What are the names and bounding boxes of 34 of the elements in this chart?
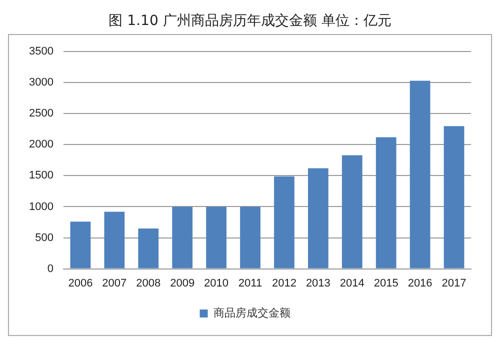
bar: [376, 137, 396, 268]
x-tick-label: 2013: [306, 277, 330, 290]
legend-label: 商品房成交金额: [213, 306, 290, 320]
x-tick-label: 2008: [136, 277, 161, 290]
x-tick-label: 2016: [408, 277, 432, 290]
y-tick-label: 1500: [28, 170, 54, 182]
y-tick-label: 3000: [28, 76, 54, 89]
bar: [342, 155, 362, 268]
bar: [104, 212, 125, 268]
y-tick-label: 2500: [28, 108, 54, 120]
x-tick-label: 2009: [170, 277, 195, 290]
y-tick-label: 1000: [28, 200, 54, 213]
x-tick-label: 2010: [204, 277, 229, 290]
bar: [274, 176, 294, 268]
bar: [410, 80, 430, 268]
x-tick-label: 2006: [68, 277, 93, 290]
y-tick-label: 500: [35, 232, 54, 244]
bar: [138, 228, 159, 268]
x-tick-label: 2017: [442, 277, 466, 290]
x-tick-label: 2012: [272, 277, 296, 290]
y-tick-label: 0: [47, 262, 54, 275]
bar: [206, 206, 226, 268]
chart-title: 图 1.10 广州商品房历年成交金额 单位：亿元: [108, 12, 392, 31]
y-tick-label: 2000: [28, 138, 54, 151]
bar: [240, 206, 260, 268]
bar: [444, 126, 464, 268]
bar: [308, 168, 328, 268]
bar: [70, 222, 91, 268]
bar: [172, 206, 193, 268]
x-tick-label: 2014: [340, 277, 364, 290]
y-tick-label: 3500: [28, 46, 54, 58]
x-tick-label: 2007: [102, 277, 127, 290]
x-tick-label: 2015: [374, 277, 398, 290]
x-tick-label: 2011: [238, 277, 262, 290]
